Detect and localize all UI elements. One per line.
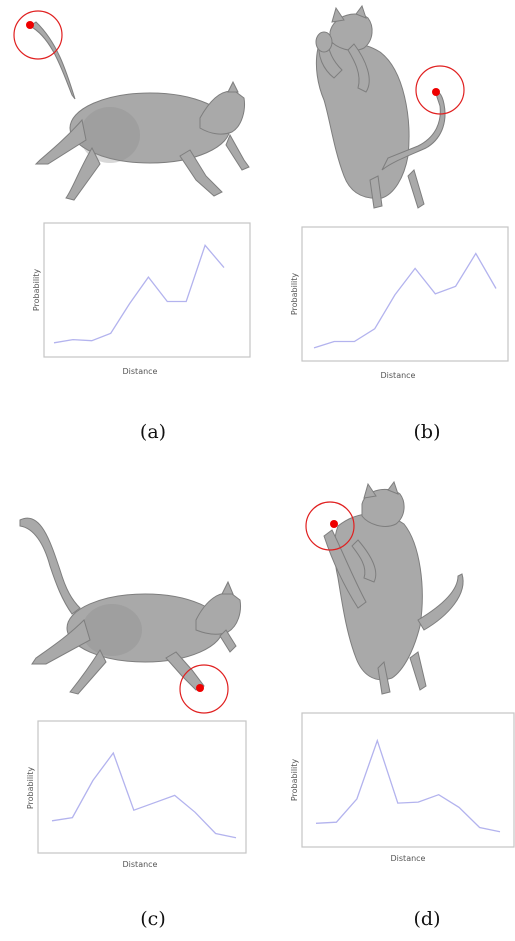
probability-chart: Probability Distance bbox=[32, 222, 251, 376]
y-axis-label: Probability bbox=[290, 273, 299, 316]
panel-c: Probability Distance (c) bbox=[0, 470, 257, 940]
y-axis-label: Probability bbox=[32, 269, 41, 312]
cat-running-render bbox=[19, 517, 241, 714]
y-axis-label: Probability bbox=[290, 759, 299, 802]
panel-d: Probability Distance (d) bbox=[258, 470, 515, 940]
caption: (c) bbox=[140, 908, 166, 930]
panel-b: Probability Distance (b) bbox=[258, 0, 515, 470]
panel-a: Probability Distance (a) bbox=[0, 0, 257, 470]
probability-line bbox=[51, 751, 237, 839]
caption: (a) bbox=[139, 421, 167, 443]
cat-standing-render bbox=[315, 4, 465, 209]
cat-running-render bbox=[13, 10, 250, 201]
probability-chart: Probability Distance bbox=[290, 226, 509, 380]
caption: (b) bbox=[413, 421, 441, 443]
probability-chart: Probability Distance bbox=[26, 720, 247, 869]
plot-frame bbox=[301, 712, 515, 848]
probability-line bbox=[53, 244, 225, 344]
probability-line bbox=[315, 738, 501, 833]
cat-standing-render bbox=[305, 480, 464, 695]
caption: (d) bbox=[413, 908, 441, 930]
plot-frame bbox=[37, 720, 247, 854]
x-axis-label: Distance bbox=[391, 854, 426, 863]
y-axis-label: Probability bbox=[26, 767, 35, 810]
probability-line bbox=[313, 252, 497, 349]
x-axis-label: Distance bbox=[381, 371, 416, 380]
plot-frame bbox=[43, 222, 251, 358]
probability-chart: Probability Distance bbox=[290, 712, 515, 863]
plot-frame bbox=[301, 226, 509, 362]
x-axis-label: Distance bbox=[123, 860, 158, 869]
x-axis-label: Distance bbox=[123, 367, 158, 376]
